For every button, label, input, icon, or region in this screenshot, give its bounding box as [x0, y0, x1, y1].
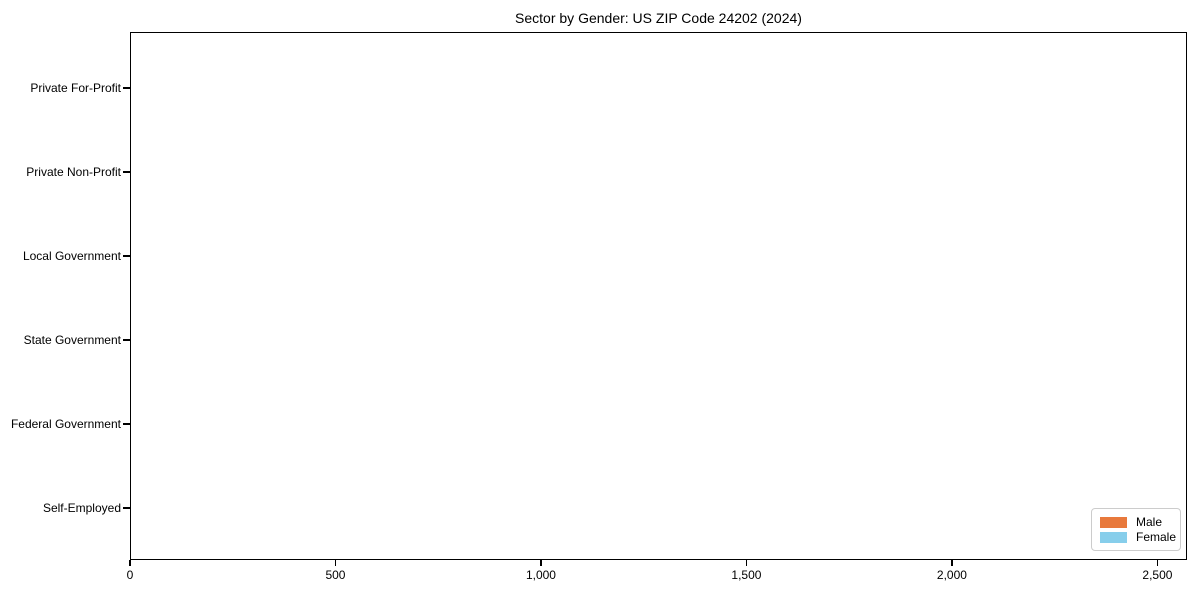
y-tick-state-government [123, 339, 130, 341]
y-tick-label-local-government: Local Government [22, 249, 121, 263]
x-tick-label-500: 500 [325, 568, 346, 582]
legend-swatch-female [1100, 531, 1127, 543]
legend-item-male: Male [1100, 515, 1172, 529]
y-tick-label-private-for-profit: Private For-Profit [30, 81, 121, 95]
x-tick-label-2500: 2,500 [1142, 568, 1173, 582]
y-tick-private-non-profit [123, 171, 130, 173]
y-tick-local-government [123, 255, 130, 257]
y-tick-label-self-employed: Self-Employed [42, 501, 121, 515]
y-tick-label-private-non-profit: Private Non-Profit [26, 165, 121, 179]
legend-swatch-male [1100, 516, 1127, 528]
x-tick-label-2000: 2,000 [936, 568, 967, 582]
x-tick-1000 [540, 560, 542, 566]
plot-area [130, 32, 1187, 560]
legend-item-female: Female [1100, 530, 1176, 544]
x-tick-2500 [1156, 560, 1158, 566]
y-tick-federal-government [123, 423, 130, 425]
x-tick-2000 [951, 560, 953, 566]
legend-label-male: Male [1136, 515, 1163, 529]
y-tick-self-employed [123, 507, 130, 509]
x-tick-label-1500: 1,500 [731, 568, 762, 582]
x-tick-1500 [745, 560, 748, 566]
legend-label-female: Female [1136, 530, 1177, 544]
x-tick-label-0: 0 [126, 568, 134, 582]
chart-title: Sector by Gender: US ZIP Code 24202 (202… [515, 10, 802, 26]
y-tick-label-federal-government: Federal Government [10, 417, 121, 431]
legend: Male Female [1091, 508, 1181, 551]
x-tick-0 [129, 560, 131, 566]
x-tick-label-1000: 1,000 [525, 568, 556, 582]
x-tick-500 [334, 560, 337, 566]
y-tick-private-for-profit [123, 87, 130, 89]
y-tick-label-state-government: State Government [23, 333, 121, 347]
